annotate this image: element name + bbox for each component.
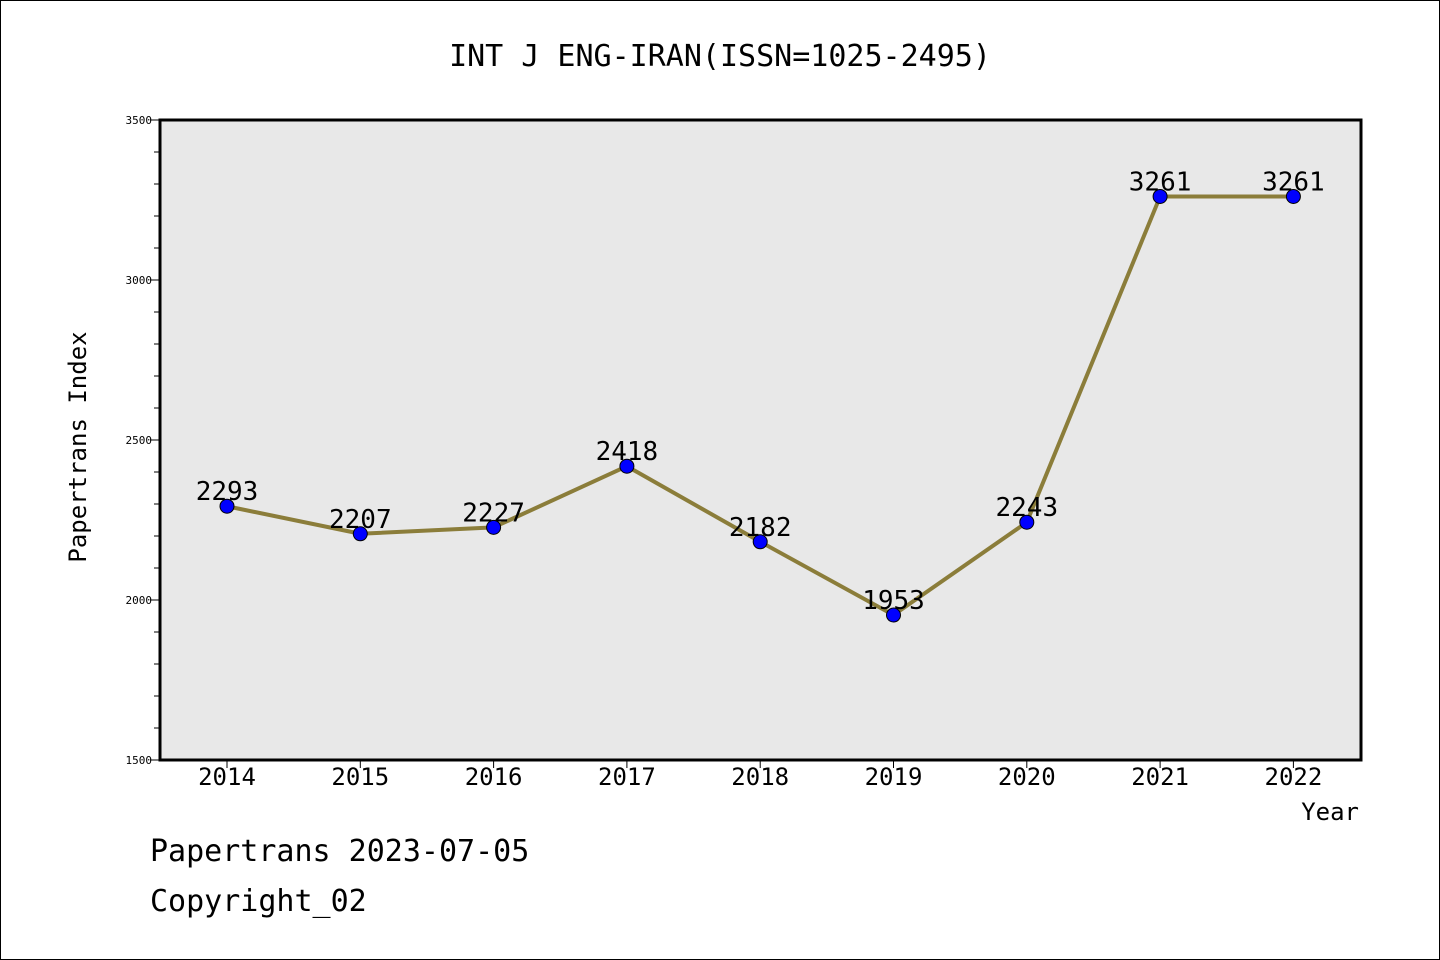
x-tick-label: 2017 (598, 763, 656, 791)
y-tick-label: 2500 (126, 434, 153, 447)
data-point (352, 526, 368, 542)
data-label: 1953 (862, 586, 925, 616)
x-tick-label: 2019 (865, 763, 923, 791)
x-tick-label: 2015 (331, 763, 389, 791)
x-tick-label: 2014 (198, 763, 256, 791)
y-tick-label: 2000 (126, 594, 153, 607)
data-point (752, 534, 768, 550)
data-point (619, 458, 635, 474)
x-tick-label: 2022 (1265, 763, 1323, 791)
data-label: 2227 (462, 498, 525, 528)
data-point (1152, 188, 1168, 204)
plot-area (158, 118, 1363, 762)
x-axis: 2014 2015 2016 2017 2018 2019 2020 2021 2022 (198, 760, 1322, 791)
data-label: 3261 (1262, 167, 1325, 197)
data-point (1285, 188, 1301, 204)
data-label: 2293 (196, 477, 259, 507)
x-axis-label: Year (1301, 798, 1359, 826)
y-axis-label: Papertrans Index (64, 331, 92, 562)
data-point (486, 519, 502, 535)
y-tick-label: 1500 (126, 754, 153, 767)
y-axis: 1500 2000 2500 3000 3500 (126, 114, 160, 767)
data-label: 2418 (596, 437, 659, 467)
y-tick-label: 3000 (126, 274, 153, 287)
series-markers (219, 188, 1301, 623)
data-label: 2207 (329, 505, 392, 535)
x-tick-label: 2020 (998, 763, 1056, 791)
data-label: 2243 (995, 493, 1058, 523)
data-point (219, 498, 235, 514)
y-tick-label: 3500 (126, 114, 153, 127)
data-point (1019, 514, 1035, 530)
chart-title: INT J ENG-IRAN(ISSN=1025-2495) (449, 39, 991, 74)
x-tick-label: 2021 (1131, 763, 1189, 791)
x-tick-label: 2018 (731, 763, 789, 791)
data-point (886, 607, 901, 623)
x-tick-label: 2016 (465, 763, 523, 791)
footer-date: Papertrans 2023-07-05 (150, 834, 530, 869)
footer-copyright: Copyright_02 (150, 884, 367, 919)
data-label: 3261 (1129, 167, 1192, 197)
data-label: 2182 (729, 513, 792, 543)
data-labels: 2293 2207 2227 2418 2182 1953 2243 3261 3261 (196, 167, 1325, 616)
